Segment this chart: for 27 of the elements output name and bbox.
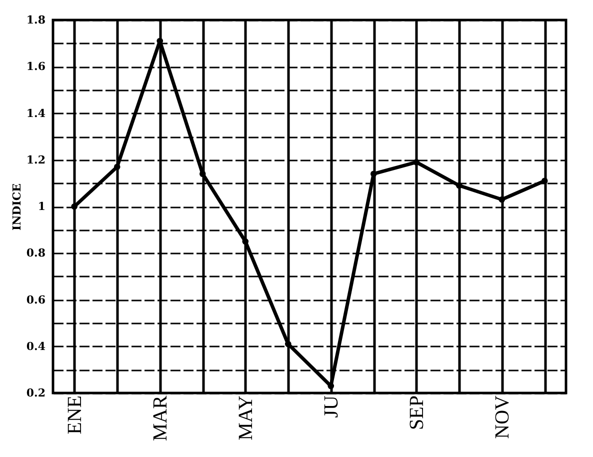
point bbox=[328, 382, 334, 390]
y-tick-label: 1.6 bbox=[26, 60, 46, 74]
y-tick-label: 0.4 bbox=[26, 340, 46, 353]
point bbox=[71, 203, 78, 210]
y-tick-label: 1.8 bbox=[26, 14, 46, 26]
y-tick-label: 0.2 bbox=[26, 386, 46, 400]
x-tick-label: JU bbox=[320, 394, 342, 418]
y-tick-label: 1 bbox=[38, 200, 46, 213]
x-tick-label: ENE bbox=[64, 396, 86, 434]
x-tick-label: NOV bbox=[491, 394, 514, 439]
point bbox=[498, 196, 506, 203]
y-tick-label: 1.4 bbox=[26, 106, 46, 120]
point bbox=[114, 164, 120, 170]
x-tick-label: SEP bbox=[406, 396, 428, 430]
y-tick-label: 1.2 bbox=[26, 153, 46, 166]
x-tick-label: MAR bbox=[149, 394, 172, 442]
point bbox=[284, 340, 292, 348]
point bbox=[413, 159, 420, 166]
x-tick-label: MAY bbox=[234, 396, 257, 440]
point bbox=[370, 170, 377, 178]
y-tick-label: 0.8 bbox=[26, 246, 46, 260]
point bbox=[242, 238, 249, 245]
y-tick-label: 0.6 bbox=[26, 293, 46, 306]
point bbox=[541, 178, 548, 184]
point bbox=[456, 182, 462, 189]
y-axis-title: INDICE bbox=[10, 183, 24, 231]
point bbox=[199, 170, 206, 178]
